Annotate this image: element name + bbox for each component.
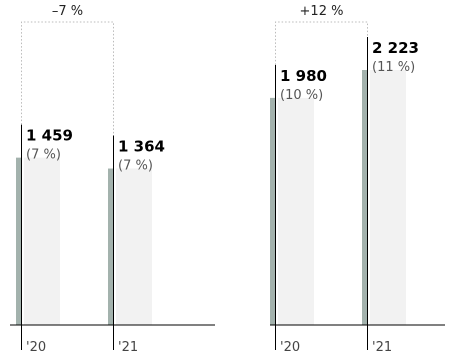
chart-1-percent-label-1: (7 %) <box>26 148 61 163</box>
chart-1-value-label-1: 1 459 <box>26 127 73 145</box>
chart-2-tick-label-1: '20 <box>280 340 300 355</box>
chart-2-change-bracket <box>275 21 368 65</box>
chart-1-change-label: –7 % <box>52 4 83 19</box>
chart-1-bar-2 <box>108 168 113 325</box>
chart-1-value-label-2: 1 364 <box>118 138 165 156</box>
chart-1-bar-shadow-1 <box>24 157 60 325</box>
chart-2-bar-1 <box>270 97 275 325</box>
chart-1-tick-label-2: '21 <box>118 340 138 355</box>
chart-2-percent-label-2: (11 %) <box>372 60 415 75</box>
chart-2-change-label: +12 % <box>300 4 344 19</box>
chart-1-tick-label-1: '20 <box>26 340 46 355</box>
chart-2-value-label-1: 1 980 <box>280 67 327 85</box>
chart-2-bar-shadow-1 <box>278 97 314 325</box>
chart-2-tick-label-2: '21 <box>372 340 392 355</box>
chart-2-bar-shadow-2 <box>370 70 406 325</box>
chart-1-change-bracket <box>21 21 114 136</box>
chart-1-percent-label-2: (7 %) <box>118 159 153 174</box>
chart-1-bar-shadow-2 <box>116 168 152 325</box>
chart-1-bar-1 <box>16 157 21 325</box>
chart-2-bar-2 <box>362 70 367 325</box>
chart-2-value-label-2: 2 223 <box>372 39 419 57</box>
chart-2-percent-label-1: (10 %) <box>280 88 323 103</box>
